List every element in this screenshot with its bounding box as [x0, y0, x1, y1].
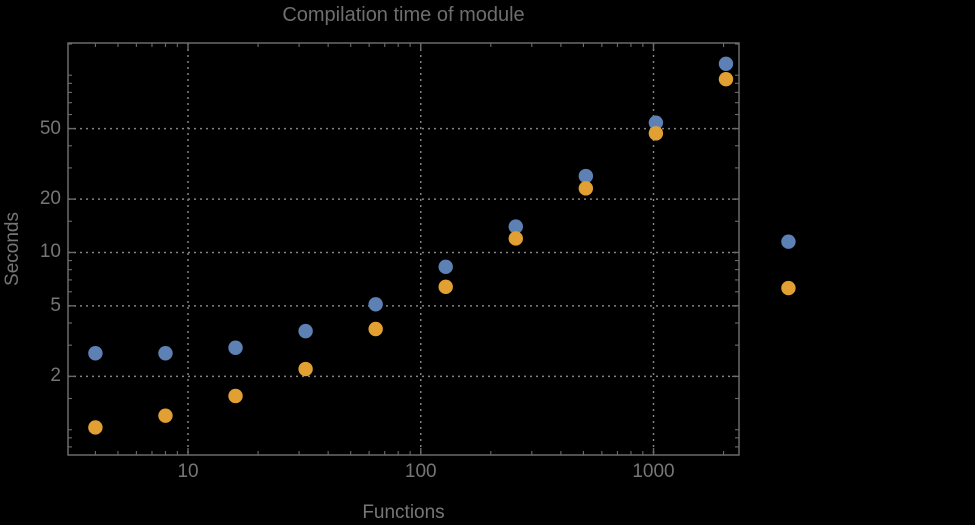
- plot-frame: [67, 42, 740, 456]
- data-point-series-blue: [298, 323, 313, 339]
- data-point-series-orange: [718, 71, 734, 87]
- data-point-series-orange: [228, 388, 243, 404]
- y-tick-label: 5: [50, 294, 61, 316]
- y-tick-label: 20: [39, 188, 61, 210]
- outside-data-point-series-orange: [781, 280, 796, 296]
- x-tick-label: 100: [404, 461, 437, 482]
- y-tick-label: 50: [39, 117, 61, 139]
- data-point-series-blue: [648, 115, 664, 130]
- data-point-series-orange: [88, 420, 103, 435]
- data-point-series-orange: [298, 361, 313, 377]
- data-point-series-blue: [228, 340, 243, 355]
- data-point-series-orange: [368, 321, 383, 337]
- data-point-series-blue: [438, 259, 453, 275]
- data-point-series-blue: [158, 346, 173, 361]
- y-tick-label: 2: [50, 365, 61, 387]
- data-point-series-blue: [508, 219, 523, 234]
- data-point-series-orange: [158, 408, 173, 423]
- x-tick-label: 10: [177, 461, 199, 482]
- data-point-series-orange: [578, 181, 594, 196]
- data-point-series-orange: [648, 126, 664, 141]
- data-point-series-orange: [508, 231, 523, 246]
- data-point-series-blue: [88, 346, 103, 361]
- x-axis-label: Functions: [362, 502, 445, 523]
- data-point-series-blue: [368, 297, 383, 312]
- outside-data-point-series-blue: [781, 234, 796, 249]
- data-point-series-blue: [718, 56, 734, 72]
- data-point-series-blue: [578, 168, 594, 184]
- x-tick-label: 1000: [632, 461, 675, 482]
- data-point-series-orange: [438, 279, 453, 295]
- y-tick-label: 10: [39, 241, 61, 263]
- chart-title: Compilation time of module: [282, 4, 525, 26]
